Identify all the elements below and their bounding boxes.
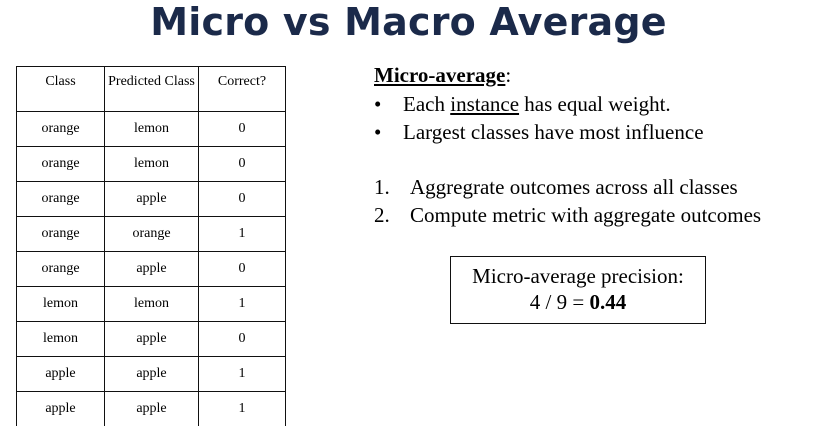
result-label: Micro-average precision: — [472, 264, 684, 288]
table-row: orange apple 0 — [16, 181, 286, 217]
cell-class: apple — [16, 356, 105, 392]
cell-predicted: orange — [104, 216, 199, 252]
micro-average-heading-colon: : — [505, 63, 512, 87]
cell-predicted: apple — [104, 181, 199, 217]
result-box: Micro-average precision: 4 / 9 = 0.44 — [450, 256, 706, 324]
result-line: 4 / 9 = 0.44 — [451, 289, 705, 315]
cell-class: orange — [16, 251, 105, 287]
step-item: 1. Aggregrate outcomes across all classe… — [374, 173, 761, 201]
cell-correct: 1 — [198, 391, 286, 426]
bullet-text: Largest classes have most influence — [403, 120, 704, 144]
table-row: orange apple 0 — [16, 251, 286, 287]
cell-correct: 1 — [198, 286, 286, 322]
bullet-item: • Largest classes have most influence — [374, 118, 704, 146]
step-number: 2. — [374, 203, 390, 227]
cell-correct: 0 — [198, 181, 286, 217]
cell-correct: 0 — [198, 111, 286, 147]
cell-predicted: lemon — [104, 111, 199, 147]
result-value: 0.44 — [589, 290, 627, 314]
cell-class: orange — [16, 216, 105, 252]
micro-average-heading: Micro-average: — [374, 62, 511, 88]
cell-predicted: apple — [104, 356, 199, 392]
cell-correct: 1 — [198, 216, 286, 252]
step-number: 1. — [374, 175, 390, 199]
bullet-text-underlined: instance — [450, 92, 520, 116]
cell-class: orange — [16, 111, 105, 147]
step-text: Aggregrate outcomes across all classes — [410, 175, 738, 199]
table-row: orange lemon 0 — [16, 146, 286, 182]
table-row: lemon lemon 1 — [16, 286, 286, 322]
micro-average-heading-text: Micro-average — [374, 63, 506, 87]
table-row: orange orange 1 — [16, 216, 286, 252]
cell-class: lemon — [16, 286, 105, 322]
cell-class: orange — [16, 146, 105, 182]
predictions-table: Class Predicted Class Correct? orange le… — [16, 66, 286, 426]
cell-class: orange — [16, 181, 105, 217]
table-header-row: Class Predicted Class Correct? — [16, 66, 286, 112]
cell-correct: 0 — [198, 321, 286, 357]
cell-correct: 1 — [198, 356, 286, 392]
cell-predicted: apple — [104, 391, 199, 426]
cell-class: lemon — [16, 321, 105, 357]
table-row: apple apple 1 — [16, 391, 286, 426]
bullet-dot-icon: • — [374, 120, 382, 144]
header-predicted-class: Predicted Class — [104, 66, 199, 112]
step-item: 2. Compute metric with aggregate outcome… — [374, 201, 761, 229]
cell-predicted: apple — [104, 251, 199, 287]
cell-correct: 0 — [198, 251, 286, 287]
cell-predicted: lemon — [104, 286, 199, 322]
cell-class: apple — [16, 391, 105, 426]
cell-correct: 0 — [198, 146, 286, 182]
result-expression: 4 / 9 = — [529, 290, 590, 314]
header-class: Class — [16, 66, 105, 112]
micro-bullets: • Each instance has equal weight. • Larg… — [374, 90, 704, 146]
step-text: Compute metric with aggregate outcomes — [410, 203, 762, 227]
table-row: apple apple 1 — [16, 356, 286, 392]
bullet-text-post: has equal weight. — [519, 92, 671, 116]
slide-title: Micro vs Macro Average — [150, 0, 667, 44]
cell-predicted: apple — [104, 321, 199, 357]
micro-steps: 1. Aggregrate outcomes across all classe… — [374, 173, 761, 229]
bullet-text-pre: Each — [403, 92, 451, 116]
header-correct: Correct? — [198, 66, 286, 112]
cell-predicted: lemon — [104, 146, 199, 182]
bullet-item: • Each instance has equal weight. — [374, 90, 704, 118]
bullet-dot-icon: • — [374, 92, 382, 116]
table-row: lemon apple 0 — [16, 321, 286, 357]
table-row: orange lemon 0 — [16, 111, 286, 147]
